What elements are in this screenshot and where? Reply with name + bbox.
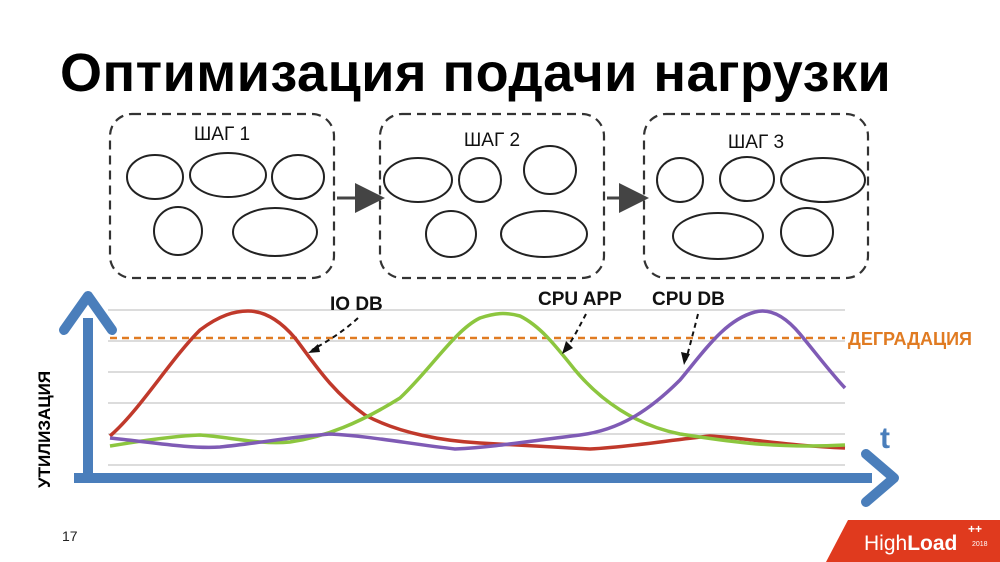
svg-text:CPU DB: CPU DB — [652, 289, 725, 310]
y-axis-label: УТИЛИЗАЦИЯ — [35, 371, 54, 488]
logo-year: 2018 — [972, 541, 988, 548]
step1-ellipse-5 — [232, 207, 318, 257]
step2-ellipse-3 — [523, 145, 577, 195]
svg-text:CPU APP: CPU APP — [538, 289, 622, 310]
step3-ellipse-1 — [656, 157, 704, 203]
label-cpu-db: CPU DB — [652, 289, 725, 365]
pointer-arrow-cpu-db — [685, 313, 699, 361]
step3-ellipse-5 — [780, 207, 834, 257]
y-axis — [59, 291, 117, 478]
series-cpu-app-line — [109, 311, 846, 448]
step-label-1: ШАГ 1 — [194, 124, 250, 145]
chart-grid — [108, 309, 845, 466]
step2-ellipse-4 — [425, 210, 477, 258]
label-cpu-app: CPU APP — [538, 289, 622, 354]
series-io-db-line — [108, 309, 846, 451]
slide-title: Оптимизация подачи нагрузки — [60, 43, 892, 103]
step1-ellipse-3 — [271, 154, 325, 200]
x-axis — [74, 449, 899, 507]
pointer-arrow-io-db — [311, 317, 359, 351]
svg-text:IO DB: IO DB — [330, 294, 383, 315]
step1-ellipse-4 — [153, 206, 203, 256]
step-label-2: ШАГ 2 — [464, 130, 520, 151]
slide-number: 17 — [62, 528, 78, 544]
step-box-3: ШАГ 3 — [642, 112, 870, 280]
step3-ellipse-3 — [780, 157, 866, 203]
step1-ellipse-1 — [126, 154, 184, 200]
step1-ellipse-2 — [189, 152, 267, 198]
highload-logo — [826, 520, 1000, 562]
step3-ellipse-4 — [672, 212, 764, 260]
step-box-1: ШАГ 1 — [108, 112, 336, 280]
logo-text: HighLoad — [864, 532, 958, 555]
step-label-3: ШАГ 3 — [728, 132, 784, 153]
series-cpu-db-line — [109, 309, 847, 451]
logo-superscript: ++ — [968, 522, 983, 536]
step2-ellipse-5 — [500, 210, 588, 258]
step-box-2: ШАГ 2 — [378, 112, 606, 280]
degradation-label: ДЕГРАДАЦИЯ — [848, 329, 972, 349]
step2-ellipse-1 — [383, 157, 453, 203]
x-axis-label: t — [880, 422, 890, 455]
step3-ellipse-2 — [719, 156, 775, 202]
label-io-db: IO DB — [308, 294, 383, 353]
step2-ellipse-2 — [458, 157, 502, 203]
